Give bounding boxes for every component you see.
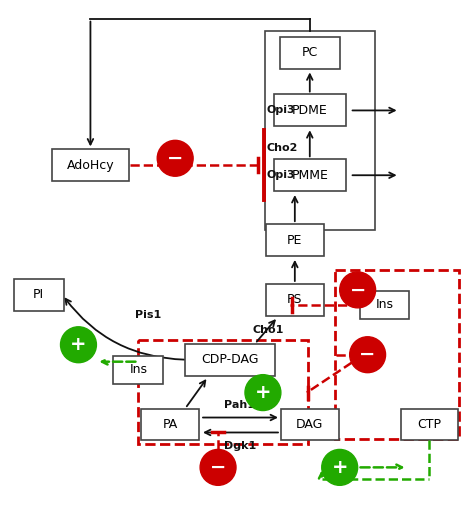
Circle shape	[245, 375, 281, 411]
Text: Cho1: Cho1	[253, 325, 284, 335]
Text: DAG: DAG	[296, 418, 323, 431]
Bar	[335, 270, 459, 439]
Circle shape	[350, 337, 385, 373]
Text: Dgk1: Dgk1	[224, 441, 256, 452]
Text: PA: PA	[163, 418, 178, 431]
Text: Opi3: Opi3	[267, 105, 295, 115]
Text: CTP: CTP	[418, 418, 441, 431]
Circle shape	[200, 450, 236, 485]
Text: PE: PE	[287, 233, 302, 247]
Bar	[52, 150, 129, 181]
Bar	[266, 224, 324, 256]
Text: AdoHcy: AdoHcy	[67, 159, 114, 172]
Bar	[138, 340, 308, 444]
Text: −: −	[167, 149, 183, 168]
Bar	[14, 279, 64, 311]
Text: Ins: Ins	[129, 363, 147, 376]
Text: +: +	[70, 335, 87, 354]
Text: +: +	[255, 383, 271, 402]
Bar	[274, 95, 346, 126]
Text: PC: PC	[301, 46, 318, 59]
Text: CDP-DAG: CDP-DAG	[201, 353, 259, 366]
Bar	[401, 409, 458, 440]
Bar	[281, 409, 339, 440]
Circle shape	[157, 140, 193, 176]
Text: Pis1: Pis1	[135, 310, 161, 320]
Text: +: +	[331, 458, 348, 477]
Circle shape	[340, 272, 375, 308]
Bar	[185, 344, 275, 376]
Text: Opi3: Opi3	[267, 170, 295, 180]
Text: Ins: Ins	[375, 298, 393, 311]
Text: PI: PI	[33, 288, 44, 302]
Circle shape	[322, 450, 358, 485]
Bar	[141, 409, 199, 440]
Text: −: −	[359, 345, 376, 364]
Bar	[280, 37, 340, 69]
Circle shape	[61, 327, 96, 362]
Bar	[266, 284, 324, 316]
Text: −: −	[210, 458, 226, 477]
Bar	[113, 356, 163, 383]
Text: PDME: PDME	[292, 104, 328, 117]
Bar	[360, 291, 410, 319]
Text: −: −	[349, 281, 366, 300]
Text: PS: PS	[287, 293, 302, 306]
Text: PMME: PMME	[292, 169, 328, 182]
Bar	[265, 31, 374, 230]
Text: Cho2: Cho2	[267, 143, 298, 153]
Text: Pah1: Pah1	[225, 399, 255, 410]
Bar	[274, 159, 346, 191]
